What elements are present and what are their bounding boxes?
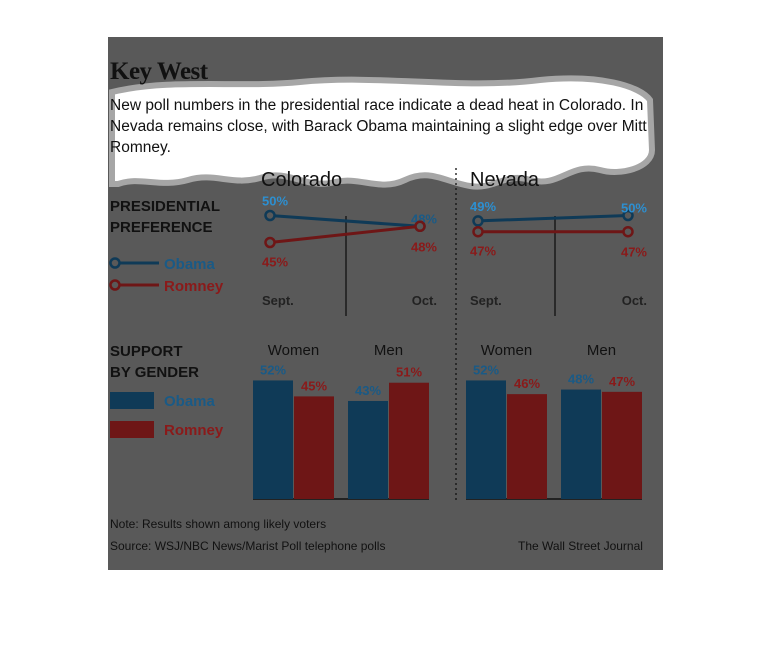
nevada-data-label: 47% [470,244,496,259]
preference-label: PREFERENCE [110,219,213,236]
nevada-bar-label: 48% [568,372,594,387]
nevada-x-label: Sept. [470,293,502,308]
nevada-data-label: 47% [621,245,647,260]
nevada-bar-label: 46% [514,376,540,391]
chart-title: Key West [110,58,208,85]
gender-label: BY GENDER [110,364,199,381]
nevada-line-title: Nevada [470,169,540,191]
legend-marker-romney [109,279,121,291]
colorado-point-romney [414,220,426,233]
colorado-category-label: Men [374,342,403,359]
colorado-bar-romney [389,382,429,499]
credit-text: The Wall Street Journal [518,539,643,553]
colorado-x-label: Oct. [412,293,437,308]
colorado-bar-obama [348,400,388,499]
nevada-category-label: Women [481,342,532,359]
nevada-x-label: Oct. [622,293,647,308]
preference-label: PRESIDENTIAL [110,198,220,215]
colorado-line-romney [269,224,421,244]
colorado-bar-obama [253,380,293,499]
note-text: Note: Results shown among likely voters [110,517,327,531]
nevada-bar-label: 52% [473,362,499,377]
nevada-bar-obama [466,380,506,499]
nevada-bar-romney [507,394,547,499]
nevada-category-label: Men [587,342,616,359]
colorado-bar-label: 51% [396,365,422,380]
chart-subtitle: New poll numbers in the presidential rac… [110,97,647,156]
legend-bar-label-romney: Romney [164,422,224,439]
legend-bar-label-obama: Obama [164,393,216,410]
colorado-data-label: 45% [262,255,288,270]
nevada-bar-label: 47% [609,374,635,389]
colorado-bar-romney [294,396,334,499]
legend-swatch-obama [110,392,154,409]
colorado-data-label: 48% [411,239,437,254]
legend-label-romney: Romney [164,278,224,295]
nevada-line-obama [477,214,629,223]
gender-label: SUPPORT [110,343,183,360]
colorado-point-obama [264,209,276,222]
source-text: Source: WSJ/NBC News/Marist Poll telepho… [110,539,386,553]
colorado-point-romney [264,236,276,249]
nevada-point-obama [622,209,634,222]
colorado-category-label: Women [268,342,319,359]
nevada-point-obama [472,215,484,227]
colorado-line-title: Colorado [261,169,342,191]
colorado-x-label: Sept. [262,293,294,308]
colorado-bar-label: 43% [355,383,381,398]
nevada-point-romney [472,225,484,238]
colorado-line-obama [269,214,421,228]
colorado-data-label: 50% [262,194,288,209]
nevada-data-label: 50% [621,201,647,216]
legend-swatch-romney [110,421,154,438]
nevada-data-label: 49% [470,199,496,214]
legend-label-obama: Obama [164,256,216,273]
nevada-bar-obama [561,389,601,499]
colorado-bar-label: 52% [260,362,286,377]
nevada-point-romney [622,225,634,238]
colorado-bar-label: 45% [301,378,327,393]
legend-marker-obama [109,257,121,269]
nevada-bar-romney [602,391,642,499]
